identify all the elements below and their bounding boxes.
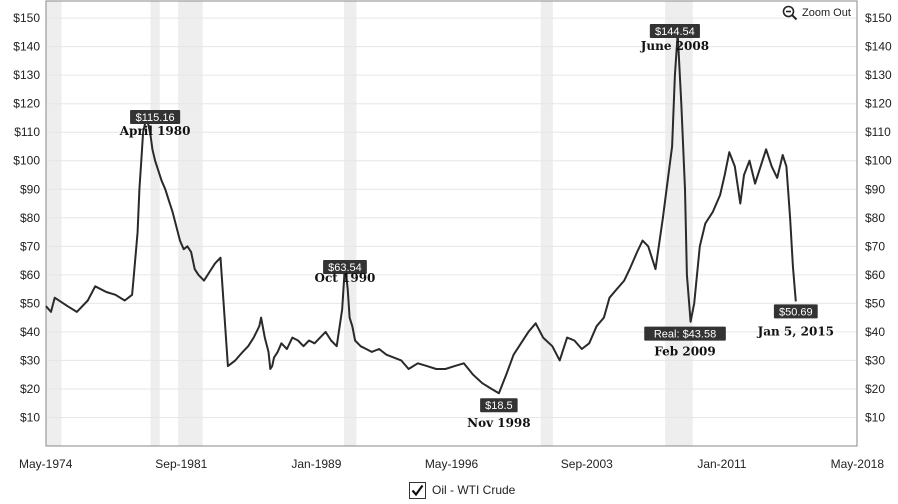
x-tick-label: Jan-1989	[291, 457, 341, 471]
y-tick-label-left: $20	[20, 382, 40, 396]
y-tick-label-right: $60	[865, 268, 885, 282]
x-tick-label: Sep-1981	[155, 457, 207, 471]
zoom-out-icon	[782, 5, 798, 21]
y-tick-label-left: $30	[20, 353, 40, 367]
annotation-date-label: Oct 1990	[315, 271, 376, 285]
recession-band	[46, 1, 62, 446]
price-badge	[130, 110, 181, 124]
legend-item-wti[interactable]: Oil - WTI Crude	[409, 481, 515, 499]
y-tick-label-right: $100	[865, 154, 892, 168]
y-tick-label-left: $10	[20, 410, 40, 424]
y-tick-label-right: $30	[865, 353, 885, 367]
y-tick-label-right: $120	[865, 97, 892, 111]
y-tick-label-left: $110	[14, 125, 40, 139]
y-tick-label-left: $140	[13, 40, 40, 54]
price-badge-value: Real: $43.58	[654, 329, 716, 341]
annotation-date-label: Nov 1998	[467, 416, 531, 430]
y-tick-label-left: $150	[13, 11, 40, 25]
recession-band	[540, 1, 553, 446]
y-tick-label-left: $80	[20, 211, 40, 225]
y-tick-label-left: $70	[20, 239, 40, 253]
y-tick-label-right: $110	[865, 125, 891, 139]
price-badge-value: $63.54	[328, 262, 362, 274]
y-tick-label-left: $40	[20, 325, 40, 339]
x-tick-label: May-2018	[831, 457, 885, 471]
zoom-out-button[interactable]: Zoom Out	[782, 4, 851, 22]
y-tick-label-left: $60	[20, 268, 40, 282]
annotation-date-label: April 1980	[119, 124, 191, 138]
y-tick-label-right: $90	[865, 182, 885, 196]
recession-band	[178, 1, 203, 446]
y-tick-label-left: $120	[13, 97, 40, 111]
y-tick-label-right: $40	[865, 325, 885, 339]
y-tick-label-left: $90	[20, 182, 40, 196]
price-badge	[773, 304, 818, 319]
checkmark-icon	[411, 484, 424, 496]
price-badge-value: $144.54	[655, 26, 695, 38]
legend-checkbox[interactable]	[409, 481, 426, 499]
x-tick-label: May-1996	[425, 457, 479, 471]
price-badge-value: $50.69	[779, 306, 813, 318]
price-badge	[323, 260, 367, 274]
y-tick-label-left: $100	[13, 154, 40, 168]
y-tick-label-right: $50	[865, 296, 885, 310]
annotation-date-label: June 2008	[640, 39, 709, 53]
y-tick-label-right: $70	[865, 239, 885, 253]
plot-area	[46, 1, 857, 446]
zoom-out-label: Zoom Out	[802, 7, 851, 19]
price-badge-value: $115.16	[136, 112, 175, 124]
y-tick-label-right: $140	[865, 40, 892, 54]
y-tick-label-right: $80	[865, 211, 885, 225]
y-tick-label-right: $130	[865, 68, 892, 82]
price-badge	[649, 24, 700, 38]
y-tick-label-left: $50	[20, 296, 40, 310]
annotation-date-label: Feb 2009	[654, 345, 715, 359]
x-tick-label: May-1974	[19, 457, 73, 471]
annotation-date-label: Jan 5, 2015	[757, 324, 834, 338]
legend-label: Oil - WTI Crude	[432, 483, 516, 497]
recession-band	[150, 1, 160, 446]
y-tick-label-right: $10	[865, 410, 885, 424]
x-tick-label: Jan-2011	[697, 457, 746, 471]
plot-border	[45, 0, 858, 447]
price-badge	[644, 326, 726, 341]
x-tick-label: Sep-2003	[561, 457, 613, 471]
y-tick-label-right: $150	[865, 11, 892, 25]
recession-band	[344, 1, 357, 446]
price-badge-value: $18.5	[485, 400, 513, 412]
series-line-wti	[45, 32, 797, 395]
price-badge	[480, 398, 518, 413]
y-tick-label-right: $20	[865, 382, 885, 396]
y-tick-label-left: $130	[13, 68, 40, 82]
